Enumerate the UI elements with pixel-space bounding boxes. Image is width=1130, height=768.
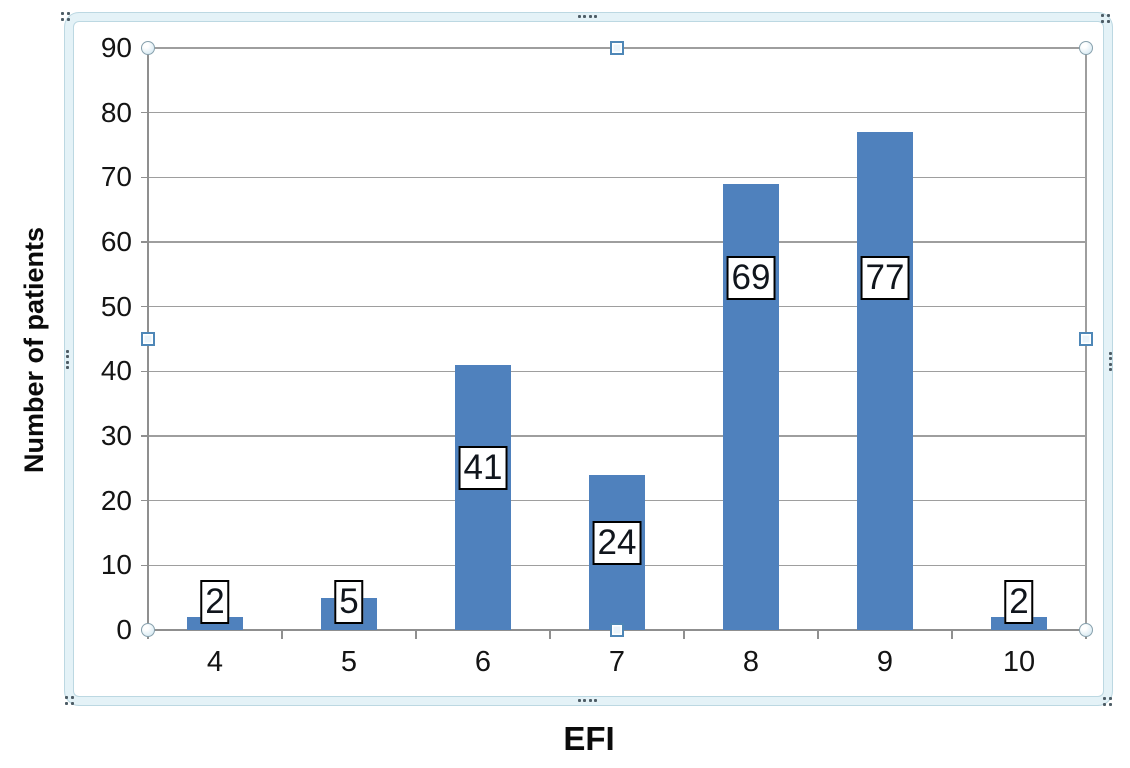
x-axis-tick [549,631,551,639]
plot-edge-resize-handle[interactable] [610,41,624,55]
y-axis-tick-label[interactable]: 40 [100,355,132,387]
x-axis-tick-label[interactable]: 10 [1002,646,1036,678]
frame-grip-dot [61,17,64,21]
frame-grip-dot [1103,702,1106,706]
plot-corner-resize-handle[interactable] [141,623,155,637]
x-axis-tick [951,631,953,639]
x-axis-tick [817,631,819,639]
bar-efi-9[interactable] [857,132,913,630]
frame-grip-dot [1109,362,1112,366]
data-label[interactable]: 5 [334,579,364,624]
frame-grip-dot [1109,368,1112,372]
data-label[interactable]: 24 [592,521,642,566]
x-axis-tick-label[interactable]: 9 [876,646,894,678]
y-axis-tick-label[interactable]: 10 [100,549,132,581]
data-label[interactable]: 69 [726,256,776,301]
y-axis-tick-label[interactable]: 80 [100,96,132,128]
bar-efi-6[interactable] [455,364,511,630]
chart-selection-frame[interactable] [64,12,1113,706]
plot-corner-resize-handle[interactable] [1079,41,1093,55]
y-axis-title[interactable]: Number of patients [19,226,49,474]
frame-grip-dot [1108,697,1112,700]
frame-grip-dot [594,699,598,702]
frame-grip-dot [1106,19,1110,23]
y-axis-tick [141,370,148,373]
frame-grip-dot [1109,352,1112,355]
frame-grip-dot [588,15,592,18]
frame-grip-dot [70,701,74,705]
y-axis-tick [141,305,148,308]
frame-grip-dot [1108,702,1112,706]
frame-grip-dot [65,701,68,705]
y-axis-tick [141,435,148,437]
bar-efi-8[interactable] [723,183,779,630]
frame-grip-dot [65,696,68,699]
frame-grip-dot [578,15,581,18]
frame-grip-dot [1109,357,1112,361]
plot-edge-resize-handle[interactable] [1079,332,1093,346]
frame-grip-dot [594,15,598,18]
x-axis-tick-label[interactable]: 8 [742,646,760,678]
y-axis-tick [141,241,148,243]
x-axis-tick [683,631,685,639]
x-axis-tick-label[interactable]: 6 [474,646,492,678]
gridline [148,176,1086,179]
y-axis-tick-label[interactable]: 0 [116,614,132,645]
plot-corner-resize-handle[interactable] [141,41,155,55]
frame-grip-dot [66,366,69,370]
x-axis-tick [415,631,417,639]
frame-grip-dot [588,699,592,702]
data-label[interactable]: 2 [1004,579,1034,624]
frame-grip-dot [66,17,70,21]
x-axis-tick [281,631,283,639]
y-axis-tick-label[interactable]: 70 [100,161,132,193]
plot-edge-resize-handle[interactable] [141,332,155,346]
gridline [148,305,1086,308]
y-axis-tick-label[interactable]: 20 [100,484,132,516]
frame-grip-dot [66,360,69,364]
data-label[interactable]: 2 [200,579,230,624]
frame-grip-dot [578,699,581,702]
y-axis-tick [141,564,148,567]
frame-grip-dot [66,355,69,359]
x-axis-tick-label[interactable]: 4 [206,646,224,678]
plot-corner-resize-handle[interactable] [1079,623,1093,637]
frame-grip-dot [1101,14,1104,17]
gridline [148,111,1086,114]
frame-grip-dot [70,696,74,699]
y-axis-tick [141,499,148,502]
x-axis-tick-label[interactable]: 7 [608,646,626,678]
y-axis-tick-label[interactable]: 50 [100,290,132,322]
data-label[interactable]: 77 [860,256,910,301]
y-axis-tick [141,176,148,179]
data-label[interactable]: 41 [458,446,508,491]
gridline [148,370,1086,373]
gridline [148,241,1086,243]
y-axis-tick-label[interactable]: 30 [100,420,132,451]
frame-grip-dot [61,12,64,15]
frame-grip-dot [1103,697,1106,700]
frame-grip-dot [1106,14,1110,17]
frame-grip-dot [66,350,69,353]
frame-grip-dot [1101,19,1104,23]
frame-grip-dot [66,12,70,15]
frame-grip-dot [583,15,587,18]
x-axis-title[interactable]: EFI [563,720,615,757]
y-axis-tick-label[interactable]: 90 [100,32,132,63]
y-axis-tick-label[interactable]: 60 [100,226,132,257]
x-axis-tick-label[interactable]: 5 [340,646,358,678]
frame-grip-dot [583,699,587,702]
gridline [148,435,1086,437]
plot-edge-resize-handle[interactable] [610,623,624,637]
y-axis-tick [141,111,148,114]
